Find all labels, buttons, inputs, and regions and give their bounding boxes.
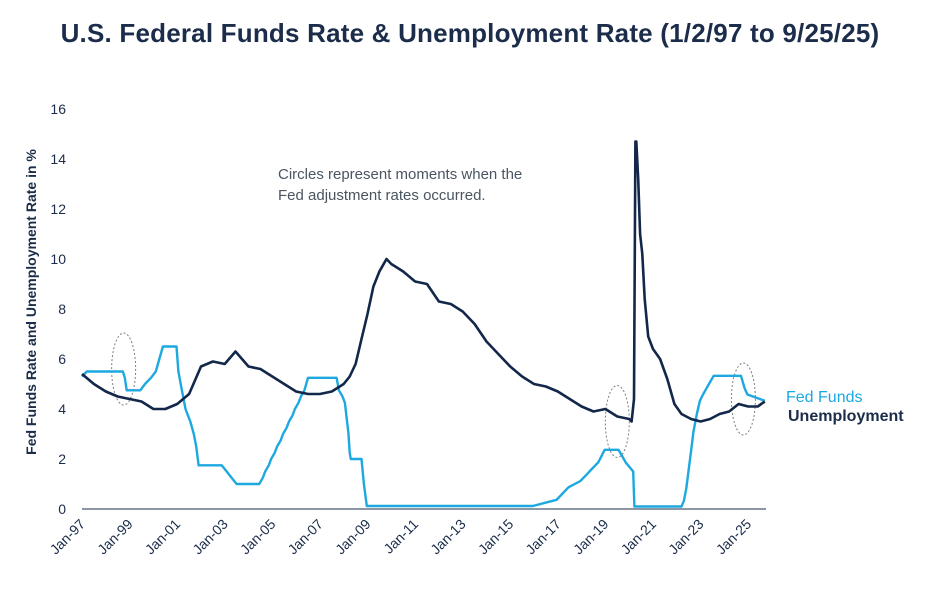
fed-funds-line (81, 345, 766, 508)
x-tick-label: Jan-03 (189, 516, 231, 558)
x-tick-label: Jan-17 (522, 516, 564, 558)
x-tick-label: Jan-15 (475, 516, 517, 558)
x-tick-label: Jan-21 (618, 516, 660, 558)
x-tick-label: Jan-05 (237, 516, 279, 558)
x-tick-label: Jan-07 (284, 516, 326, 558)
x-axis-ticks: Jan-97 Jan-99 Jan-01 Jan-03 Jan-05 Jan-07 Jan-… (47, 516, 755, 558)
y-tick-label: 14 (50, 151, 66, 167)
y-tick-label: 4 (58, 401, 66, 417)
y-tick-label: 0 (58, 501, 66, 517)
highlight-circle (730, 362, 756, 436)
series-lines (81, 140, 766, 508)
annotation-line-1: Circles represent moments when the (278, 166, 522, 183)
y-tick-label: 16 (50, 101, 66, 117)
legend-unemployment: Unemployment (788, 408, 904, 425)
highlight-circle (111, 332, 137, 406)
y-tick-label: 10 (50, 251, 66, 267)
y-tick-label: 2 (58, 451, 66, 467)
y-tick-label: 12 (50, 201, 66, 217)
y-axis-label: Fed Funds Rate and Unemployment Rate in … (23, 149, 39, 455)
y-tick-label: 8 (58, 301, 66, 317)
x-tick-label: Jan-99 (94, 516, 136, 558)
annotation-line-2: Fed adjustment rates occurred. (278, 187, 486, 204)
chart-title: U.S. Federal Funds Rate & Unemployment R… (60, 18, 880, 48)
unemployment-line (81, 140, 766, 423)
x-tick-label: Jan-25 (713, 516, 755, 558)
y-axis-ticks: 0 2 4 6 8 10 12 14 16 (50, 101, 66, 517)
x-tick-label: Jan-01 (142, 516, 184, 558)
x-tick-label: Jan-23 (665, 516, 707, 558)
legend-fed-funds: Fed Funds (786, 389, 862, 406)
x-tick-label: Jan-09 (332, 516, 374, 558)
highlight-circles (111, 332, 756, 458)
x-tick-label: Jan-19 (570, 516, 612, 558)
highlight-circle (604, 385, 630, 458)
y-tick-label: 6 (58, 351, 66, 367)
x-tick-label: Jan-11 (380, 516, 421, 557)
x-tick-label: Jan-13 (427, 516, 469, 558)
x-tick-label: Jan-97 (47, 516, 89, 558)
